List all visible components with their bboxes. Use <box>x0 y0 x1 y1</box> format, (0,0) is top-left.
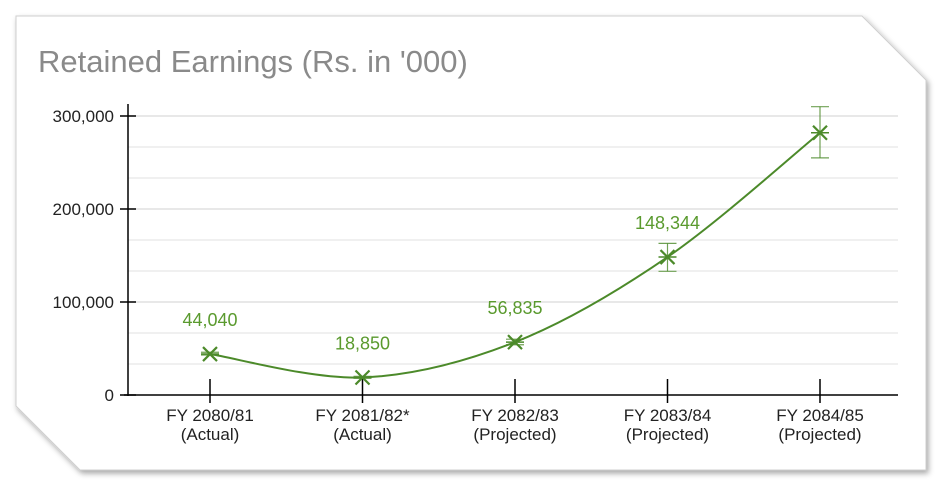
y-tick-label: 300,000 <box>53 107 114 126</box>
data-label: 148,344 <box>635 213 700 233</box>
y-axis-ticks: 0 100,000 200,000 300,000 <box>53 107 136 405</box>
data-label: 44,040 <box>182 310 237 330</box>
x-axis-ticks: FY 2080/81 (Actual) FY 2081/82* (Actual) FY … <box>166 379 864 444</box>
data-label: 56,835 <box>487 298 542 318</box>
series-retained-earnings <box>201 106 829 386</box>
x-tick-label: FY 2081/82* (Actual) <box>315 406 410 444</box>
data-point <box>811 124 829 141</box>
x-tick-label: FY 2084/85 (Projected) <box>776 406 864 444</box>
data-point <box>353 369 372 386</box>
data-point <box>506 334 524 350</box>
data-point <box>658 249 677 265</box>
chart-title: Retained Earnings (Rs. in '000) <box>38 44 468 79</box>
x-tick-label: FY 2083/84 (Projected) <box>624 406 712 444</box>
data-labels: 44,040 18,850 56,835 148,344 <box>182 213 700 353</box>
y-tick-label: 0 <box>105 386 114 405</box>
data-label: 18,850 <box>335 333 390 353</box>
x-tick-label: FY 2082/83 (Projected) <box>471 406 559 444</box>
data-point <box>201 346 219 362</box>
series-line <box>209 131 821 379</box>
y-tick-label: 100,000 <box>53 293 114 312</box>
y-tick-label: 200,000 <box>53 200 114 219</box>
gridlines <box>128 115 898 365</box>
axes <box>124 104 898 396</box>
card-background <box>15 15 927 471</box>
x-tick-label: FY 2080/81 (Actual) <box>166 406 254 444</box>
